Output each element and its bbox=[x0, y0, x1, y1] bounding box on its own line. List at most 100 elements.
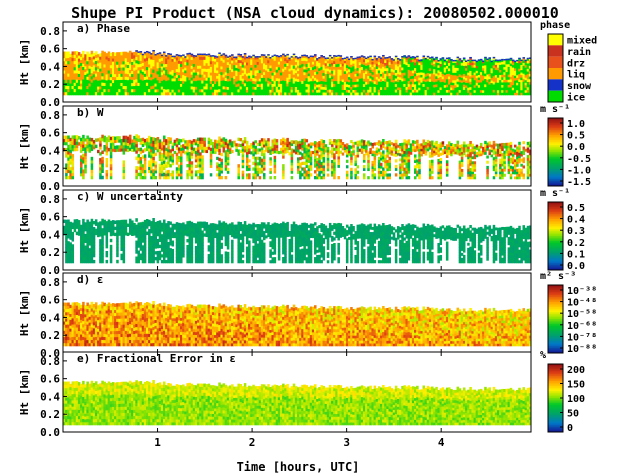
data-cell bbox=[186, 53, 189, 57]
data-cell bbox=[320, 77, 323, 82]
data-cell bbox=[428, 57, 432, 61]
data-cell bbox=[145, 76, 149, 80]
data-cell bbox=[288, 78, 292, 82]
data-cell bbox=[441, 70, 445, 74]
data-cell bbox=[222, 91, 226, 96]
data-cell bbox=[171, 72, 175, 76]
data-cell bbox=[326, 65, 330, 69]
data-cell bbox=[414, 67, 417, 71]
data-cell bbox=[256, 81, 260, 85]
data-cell bbox=[109, 172, 113, 177]
data-cell bbox=[328, 66, 332, 70]
data-cell bbox=[414, 70, 417, 74]
data-cell bbox=[333, 167, 336, 171]
data-cell bbox=[73, 79, 77, 83]
data-cell bbox=[350, 162, 353, 166]
data-cell bbox=[326, 81, 330, 85]
data-cell bbox=[488, 84, 491, 88]
data-cell bbox=[494, 89, 498, 93]
data-cell bbox=[252, 80, 255, 84]
data-cell bbox=[224, 77, 228, 81]
data-cell bbox=[122, 85, 126, 90]
data-cell bbox=[177, 89, 181, 93]
data-cell bbox=[282, 91, 285, 96]
data-cell bbox=[479, 66, 483, 70]
data-cell bbox=[190, 170, 194, 174]
data-cell bbox=[388, 89, 391, 93]
data-cell bbox=[214, 55, 217, 58]
data-cell bbox=[162, 70, 166, 74]
data-cell bbox=[448, 84, 451, 88]
data-cell bbox=[345, 73, 349, 77]
data-cell bbox=[237, 74, 240, 78]
data-cell bbox=[148, 64, 151, 68]
data-cell bbox=[407, 167, 411, 171]
data-cell bbox=[445, 60, 449, 64]
data-cell bbox=[384, 78, 387, 82]
data-cell bbox=[137, 79, 140, 83]
data-cell bbox=[465, 62, 468, 66]
data-cell bbox=[286, 62, 289, 67]
data-cell bbox=[271, 86, 274, 90]
data-cell bbox=[290, 165, 294, 169]
data-cell bbox=[390, 73, 394, 77]
data-cell bbox=[433, 76, 436, 80]
data-cell bbox=[328, 74, 332, 79]
data-cell bbox=[214, 72, 217, 76]
data-cell bbox=[175, 80, 179, 84]
data-cell bbox=[190, 62, 194, 66]
data-cell bbox=[356, 176, 360, 180]
data-cell bbox=[133, 85, 136, 90]
data-cell bbox=[337, 54, 340, 59]
data-cell bbox=[148, 82, 151, 87]
data-cell bbox=[143, 58, 147, 62]
data-cell bbox=[99, 77, 102, 81]
data-cell bbox=[362, 173, 366, 177]
data-cell bbox=[216, 56, 219, 58]
data-cell bbox=[235, 86, 238, 90]
data-cell bbox=[324, 76, 328, 80]
data-cell bbox=[201, 167, 204, 171]
data-cell bbox=[241, 170, 245, 174]
data-cell bbox=[462, 86, 466, 90]
data-cell bbox=[262, 89, 266, 93]
data-cell bbox=[203, 71, 206, 75]
data-cell bbox=[407, 92, 411, 96]
data-cell bbox=[224, 80, 228, 84]
data-cell bbox=[299, 81, 302, 85]
data-cell bbox=[428, 84, 432, 88]
data-cell bbox=[475, 67, 479, 71]
data-cell bbox=[379, 70, 383, 74]
data-cell bbox=[431, 64, 434, 68]
data-cell bbox=[437, 62, 440, 66]
data-cell bbox=[222, 56, 226, 60]
data-cell bbox=[220, 176, 223, 180]
data-cell bbox=[314, 77, 317, 81]
data-cell bbox=[401, 69, 404, 74]
data-cell bbox=[352, 60, 355, 64]
data-cell bbox=[231, 77, 234, 81]
data-cell bbox=[462, 57, 466, 59]
data-cell bbox=[458, 73, 462, 77]
data-cell bbox=[405, 89, 409, 93]
data-cell bbox=[143, 175, 147, 180]
data-cell bbox=[333, 176, 336, 180]
data-cell bbox=[411, 67, 415, 71]
data-cell bbox=[237, 56, 240, 60]
data-cell bbox=[241, 56, 245, 58]
data-cell bbox=[69, 83, 72, 87]
data-cell bbox=[396, 68, 400, 72]
data-cell bbox=[490, 63, 494, 66]
data-cell bbox=[107, 66, 111, 71]
data-cell bbox=[99, 59, 102, 63]
data-cell bbox=[379, 78, 383, 82]
data-cell bbox=[139, 160, 143, 164]
data-cell bbox=[392, 79, 396, 83]
data-cell bbox=[67, 54, 70, 59]
data-cell bbox=[401, 56, 404, 60]
data-cell bbox=[267, 77, 270, 81]
data-cell bbox=[73, 88, 77, 93]
data-cell bbox=[128, 60, 132, 64]
data-cell bbox=[307, 64, 311, 69]
data-cell bbox=[456, 81, 460, 85]
